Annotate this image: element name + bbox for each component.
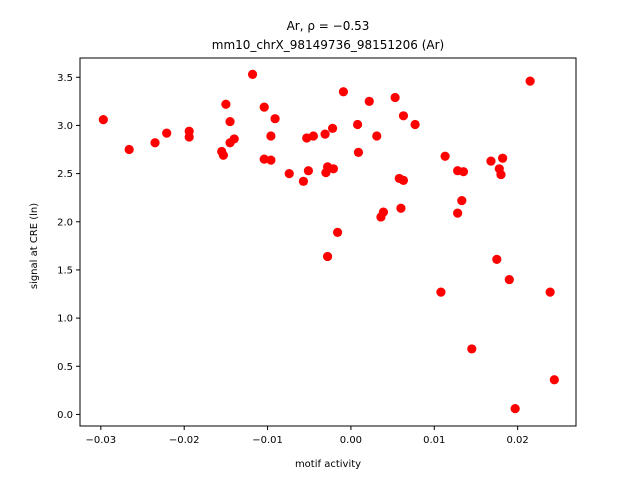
data-point-47 [457,195,467,206]
data-point-59 [549,375,559,385]
data-point-40 [398,111,409,121]
data-point-39 [396,203,406,213]
data-point-34 [372,131,382,141]
y-axis-ticks: 0.0 0.5 1.0 1.5 2.0 2.5 3.0 3.5 [57,73,80,421]
data-point-26 [322,251,333,262]
data-point-28 [328,164,339,174]
data-point-43 [436,287,446,297]
data-point-23 [320,129,330,139]
x-tick-label: 0.00 [340,435,362,446]
data-point-29 [332,227,343,237]
y-tick-label: 3.0 [57,121,73,132]
data-point-48 [458,167,469,177]
y-tick-label: 3.5 [57,73,73,84]
data-point-27 [327,123,338,133]
y-tick-label: 1.0 [57,314,73,325]
axes-frame [79,57,577,427]
data-point-16 [266,155,276,165]
y-axis-label: signal at CRE (ln) [29,203,40,289]
data-point-50 [486,156,496,166]
data-point-46 [453,208,463,218]
data-point-51 [492,254,502,264]
y-tick-label: 0.5 [57,362,73,373]
data-point-57 [525,76,535,86]
data-point-19 [298,176,309,186]
data-point-8 [221,99,231,109]
data-point-49 [467,344,477,354]
data-point-55 [504,274,514,285]
data-point-1 [124,144,134,155]
y-tick-label: 1.5 [57,265,73,276]
data-point-15 [266,131,276,141]
data-point-9 [225,116,235,127]
data-point-54 [498,153,508,163]
data-point-33 [364,96,374,106]
x-tick-label: 0.01 [423,435,445,446]
data-point-22 [308,131,319,141]
data-point-17 [270,114,280,124]
data-point-30 [338,87,349,97]
data-point-31 [352,119,363,130]
data-point-2 [150,138,160,148]
chart-title-line1: Ar, ρ = −0.53 [287,19,370,33]
x-tick-label: −0.01 [252,435,283,446]
y-tick-label: 2.5 [57,169,73,180]
y-tick-label: 0.0 [57,410,73,421]
x-tick-label: −0.02 [169,435,200,446]
x-axis-ticks: −0.03 −0.02 −0.01 0.00 0.01 0.02 [86,426,529,446]
x-axis-label: motif activity [295,459,361,470]
data-point-7 [218,150,228,160]
chart-title-line2: mm10_chrX_98149736_98151206 (Ar) [212,38,444,52]
data-point-18 [284,169,294,179]
data-point-13 [259,102,269,112]
data-point-58 [545,287,555,297]
data-point-42 [410,119,420,130]
x-tick-label: 0.02 [507,435,529,446]
data-point-56 [510,404,520,414]
data-point-0 [98,115,108,125]
data-point-44 [440,151,450,161]
data-point-21 [303,166,314,176]
data-point-32 [353,147,364,158]
data-point-5 [184,132,194,142]
data-point-37 [390,92,400,103]
data-point-3 [162,128,172,138]
data-point-53 [496,169,506,180]
data-point-36 [378,207,389,217]
y-tick-label: 2.0 [57,217,73,228]
x-tick-label: −0.03 [86,435,117,446]
data-point-12 [247,69,258,79]
data-point-41 [398,175,409,185]
data-points [98,69,559,414]
data-point-11 [229,134,239,144]
